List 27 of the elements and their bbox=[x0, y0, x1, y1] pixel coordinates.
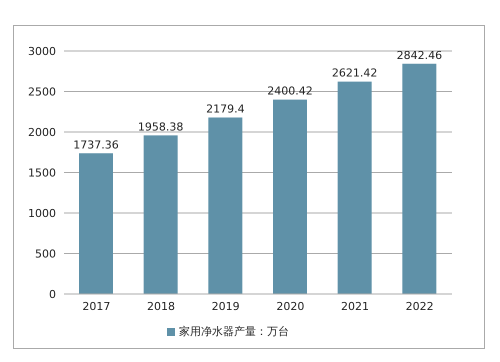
bar bbox=[208, 117, 242, 294]
bar bbox=[144, 135, 178, 294]
legend-label: 家用净水器产量：万台 bbox=[179, 325, 289, 338]
bar bbox=[79, 153, 113, 294]
data-label: 2842.46 bbox=[396, 48, 442, 62]
bar bbox=[273, 100, 307, 294]
data-label: 2400.42 bbox=[267, 84, 313, 98]
y-tick-label: 2500 bbox=[28, 85, 56, 98]
y-tick-label: 500 bbox=[35, 247, 56, 260]
bar bbox=[338, 82, 372, 294]
data-label: 1958.38 bbox=[138, 120, 184, 134]
x-tick-label: 2018 bbox=[147, 300, 175, 313]
y-tick-label: 3000 bbox=[28, 44, 56, 58]
y-tick-label: 1500 bbox=[28, 166, 56, 180]
x-tick-label: 2017 bbox=[82, 300, 110, 313]
chart-frame: 家用净水器产量：万台 2017 2018 2019 2020 2021 2022 0 500 1000 1500 2000 2500 3000 1737.36 1958.38 2179.4 2400.42 2621.42 2842.46 bbox=[13, 25, 485, 349]
data-label: 1737.36 bbox=[73, 138, 119, 152]
x-tick-label: 2020 bbox=[276, 300, 304, 313]
bar bbox=[402, 64, 436, 294]
data-label: 2179.4 bbox=[206, 102, 245, 116]
x-tick-label: 2021 bbox=[341, 300, 369, 313]
x-tick-label: 2022 bbox=[406, 300, 434, 313]
y-tick-label: 2000 bbox=[28, 126, 56, 139]
y-tick-label: 1000 bbox=[28, 206, 56, 220]
y-tick-label: 0 bbox=[49, 288, 56, 301]
x-tick-label: 2019 bbox=[212, 300, 240, 313]
data-label: 2621.42 bbox=[332, 66, 378, 80]
